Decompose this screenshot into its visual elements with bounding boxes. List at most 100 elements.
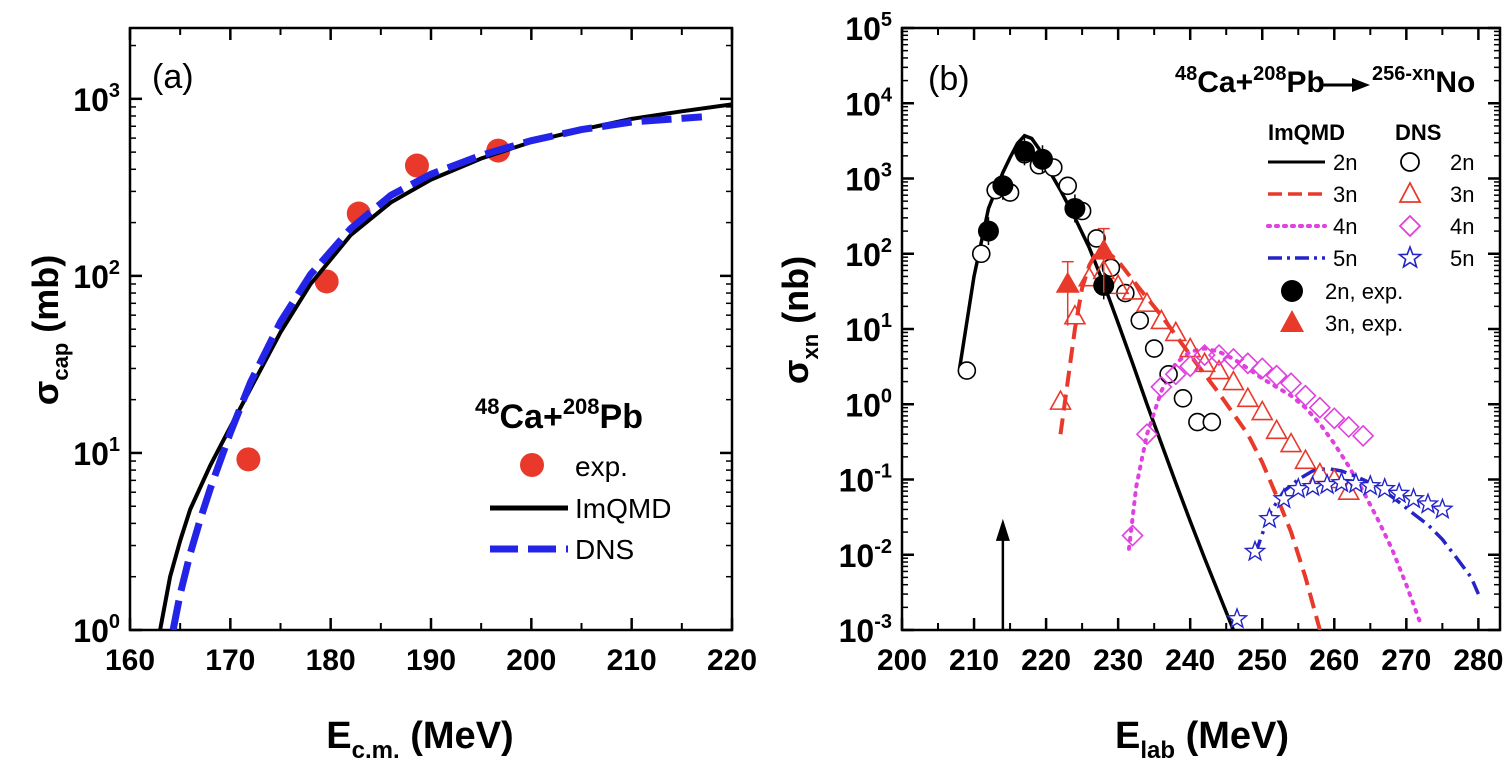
- legend-dns-3n-label: 3n: [1450, 182, 1474, 207]
- dns-3n-point: [1193, 351, 1216, 373]
- legend-dns-4n-label: 4n: [1450, 214, 1474, 239]
- x-tick-label: 210: [607, 644, 657, 677]
- y-tick-label: 100: [73, 611, 120, 649]
- y-tick-base: 10: [73, 259, 109, 295]
- x-tick-label: 250: [1237, 644, 1287, 677]
- dns-4n-point: [1207, 343, 1231, 367]
- arrow-head: [995, 518, 1010, 541]
- dns-4n-point: [1179, 355, 1202, 378]
- panel-a-x-unit: (MeV): [400, 715, 514, 757]
- legend-imqmd-4n-label: 4n: [1333, 214, 1357, 239]
- legend-dns-2n-label: 2n: [1450, 150, 1474, 175]
- panel-b-label: (b): [928, 60, 970, 98]
- y-tick-base: 10: [73, 613, 109, 649]
- b-no-mass: 256-xn: [1372, 63, 1435, 85]
- panel-a-y-axis-title: σcap (mb): [25, 255, 73, 406]
- legend-exp-label: exp.: [575, 451, 628, 482]
- panel-b-ticks: 200 210 220 230 240 250 260 270 28010-310-210-11…: [839, 9, 1504, 677]
- panel-b-x-unit: (MeV): [1175, 715, 1289, 757]
- legend-imqmd-5n-label: 5n: [1333, 246, 1357, 271]
- panel-b-y-subscript: xn: [798, 334, 823, 360]
- panel-a-x-symbol: E: [326, 715, 351, 757]
- panel-b-y-axis-title: σxn (nb): [775, 256, 823, 384]
- y-tick-base: 10: [73, 436, 109, 472]
- dns-3n-point: [1164, 320, 1188, 342]
- legend-imqmd-3n-label: 3n: [1333, 182, 1357, 207]
- y-tick-exponent: 0: [881, 385, 892, 407]
- panel-a-y-unit: (mb): [25, 255, 66, 343]
- legend-dns-label: DNS: [575, 534, 634, 565]
- y-tick-exponent: -2: [874, 536, 892, 558]
- dns-3n-point: [1265, 418, 1289, 440]
- panel-a-y-subscript: cap: [48, 343, 73, 381]
- y-tick-exponent: 2: [109, 257, 120, 279]
- legend-imqmd-2n-label: 2n: [1333, 150, 1357, 175]
- dns-3n-point: [1207, 358, 1231, 380]
- legend-header-dns: DNS: [1395, 120, 1441, 145]
- dns-5n-point: [1416, 492, 1440, 514]
- y-tick-exponent: -1: [874, 461, 892, 483]
- dns-2n-point: [1202, 412, 1222, 432]
- panel-b-y-symbol: σ: [775, 360, 816, 385]
- imqmd-curve: [158, 102, 732, 630]
- panel-b-evaporation-residue: 200 210 220 230 240 250 260 270 28010-310-210-11…: [775, 9, 1503, 764]
- panel-b-frame: [900, 26, 1502, 632]
- y-tick-exponent: 1: [109, 434, 120, 456]
- y-tick-base: 10: [845, 86, 881, 122]
- y-tick-exponent: 1: [881, 310, 892, 332]
- y-tick-base: 10: [845, 162, 881, 198]
- y-tick-base: 10: [845, 312, 881, 348]
- dns-2n-point: [1130, 311, 1150, 330]
- dns-5n-point: [1257, 506, 1281, 529]
- panel-a-x-subscript: c.m.: [352, 737, 400, 764]
- panel-b-x-axis-title: Elab (MeV): [1115, 715, 1289, 764]
- exp-3n-point: [1091, 238, 1116, 260]
- y-tick-exponent: -3: [874, 611, 892, 633]
- dns-5n-point: [1272, 486, 1296, 509]
- dns-3n-point: [1150, 308, 1173, 330]
- dns-3n-point: [1236, 386, 1260, 408]
- dns-2n-point: [1144, 339, 1164, 358]
- dns-3n-point: [1222, 369, 1245, 391]
- reaction-arrow-head: [1352, 78, 1370, 92]
- exp-2n-point: [1031, 148, 1053, 170]
- dns-5n-point: [1243, 539, 1267, 562]
- y-tick-base: 10: [839, 463, 875, 499]
- dns-2n-point: [1058, 176, 1078, 196]
- y-tick-label: 102: [73, 257, 120, 295]
- legend-header-imqmd: ImQMD: [1268, 120, 1345, 145]
- legend-dns-4n-marker: [1398, 214, 1422, 238]
- panel-b-arrow: [995, 518, 1010, 630]
- dns-2n-point: [971, 244, 991, 264]
- b-no-element: No: [1435, 66, 1475, 99]
- x-tick-label: 210: [949, 644, 999, 677]
- dns-5n-point: [1387, 481, 1411, 504]
- dns-2n-point: [957, 361, 977, 380]
- dns-3n-point: [1121, 279, 1144, 300]
- legend-dns-5n-label: 5n: [1450, 246, 1474, 271]
- dns-5n-point: [1358, 474, 1382, 496]
- legend-exp-marker: [520, 453, 544, 477]
- y-tick-exponent: 4: [881, 84, 893, 106]
- dns-4n-point: [1337, 415, 1360, 439]
- y-tick-exponent: 3: [881, 160, 892, 182]
- x-tick-label: 220: [707, 644, 757, 677]
- dns-3n-point: [1063, 304, 1087, 325]
- legend-exp-2n-marker: [1281, 280, 1303, 302]
- exp-data-point: [314, 269, 339, 294]
- dns-5n-point: [1373, 476, 1397, 499]
- dns-5n-point: [1330, 470, 1353, 493]
- dns-5n-point: [1402, 486, 1426, 509]
- y-tick-label: 10-2: [839, 536, 892, 574]
- ca-mass-number: 48: [475, 394, 499, 419]
- dns-3n-point: [1049, 389, 1072, 410]
- x-tick-label: 240: [1165, 644, 1215, 677]
- y-tick-base: 10: [845, 237, 881, 273]
- panel-a-legend: exp. ImQMD DNS: [490, 451, 671, 565]
- legend-exp-3n-label: 3n, exp.: [1325, 311, 1403, 336]
- y-tick-label: 103: [845, 160, 892, 198]
- y-tick-label: 104: [845, 84, 893, 122]
- b-pb-element: Pb: [1287, 66, 1325, 99]
- imqmd-2n-curve: [957, 133, 1236, 630]
